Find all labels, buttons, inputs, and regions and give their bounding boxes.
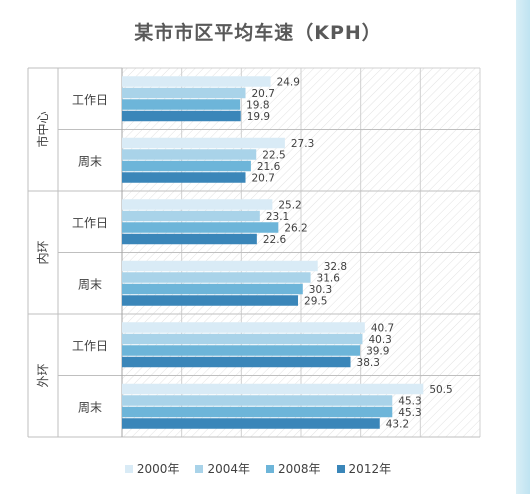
data-label: 20.7 [252, 88, 275, 100]
bar [122, 137, 285, 149]
data-label: 30.3 [309, 284, 332, 296]
bar [122, 356, 351, 368]
group-label: 市中心 [35, 111, 50, 147]
bar [122, 199, 273, 210]
bar [122, 172, 246, 183]
data-label: 40.3 [368, 334, 391, 346]
chart-title: 某市市区平均车速（KPH） [134, 22, 382, 44]
data-label: 45.3 [398, 395, 421, 407]
data-label: 23.1 [266, 211, 289, 223]
bar [122, 283, 303, 295]
data-label: 39.9 [366, 345, 389, 357]
bar [122, 222, 279, 233]
data-label: 32.8 [324, 261, 347, 273]
data-label: 43.2 [386, 418, 409, 430]
data-label: 40.7 [371, 322, 394, 334]
data-label: 27.3 [291, 138, 314, 150]
decorative-edge [516, 0, 530, 494]
legend-item: 2004年 [195, 460, 250, 477]
data-label: 22.5 [262, 149, 285, 161]
bar [122, 233, 257, 245]
data-label: 31.6 [317, 272, 341, 284]
category-label: 工作日 [72, 93, 108, 107]
bar [122, 149, 257, 160]
legend-swatch [336, 464, 345, 473]
bar [122, 210, 260, 222]
bar [122, 383, 424, 395]
category-label: 工作日 [72, 339, 108, 353]
bar [122, 76, 271, 87]
data-label: 19.8 [246, 99, 269, 111]
bar [122, 160, 251, 172]
data-label: 19.9 [247, 111, 270, 123]
data-label: 20.7 [252, 172, 275, 184]
data-label: 38.3 [357, 357, 380, 369]
category-label: 周末 [78, 400, 102, 414]
data-label: 26.2 [284, 222, 307, 234]
bar [122, 333, 363, 345]
legend-label: 2004年 [207, 462, 250, 476]
legend-swatch [266, 464, 274, 473]
legend-label: 2012年 [348, 462, 392, 476]
bar [122, 345, 361, 356]
bar [122, 418, 380, 429]
legend-item: 2000年 [124, 460, 180, 477]
legend-swatch [124, 464, 133, 473]
data-label: 50.5 [429, 384, 452, 396]
data-label: 24.9 [277, 76, 300, 88]
bar [122, 99, 241, 110]
bar [122, 395, 393, 406]
group-label: 内环 [36, 240, 50, 264]
category-label: 周末 [78, 277, 102, 291]
legend-label: 2000年 [136, 462, 180, 476]
bar [122, 260, 318, 272]
legend-label: 2008年 [278, 462, 321, 476]
bar [122, 406, 393, 418]
bar [122, 322, 365, 333]
bar-chart: 工作日周末市中心工作日周末内环工作日周末外环24.920.719.819.927… [27, 67, 481, 438]
category-label: 工作日 [72, 216, 108, 230]
legend: 2000年 2004年 2008年 2012年 [0, 460, 516, 477]
legend-item: 2012年 [336, 460, 392, 477]
bar [122, 295, 299, 306]
legend-item: 2008年 [266, 460, 321, 477]
bar [122, 87, 246, 99]
bar [122, 110, 241, 122]
bar [122, 272, 311, 283]
category-label: 周末 [78, 154, 102, 168]
group-label: 外环 [36, 363, 50, 387]
legend-swatch [195, 464, 204, 473]
data-label: 21.6 [257, 161, 281, 173]
data-label: 25.2 [278, 199, 301, 211]
data-label: 45.3 [398, 407, 421, 419]
data-label: 22.6 [263, 234, 287, 246]
data-label: 29.5 [304, 295, 327, 307]
